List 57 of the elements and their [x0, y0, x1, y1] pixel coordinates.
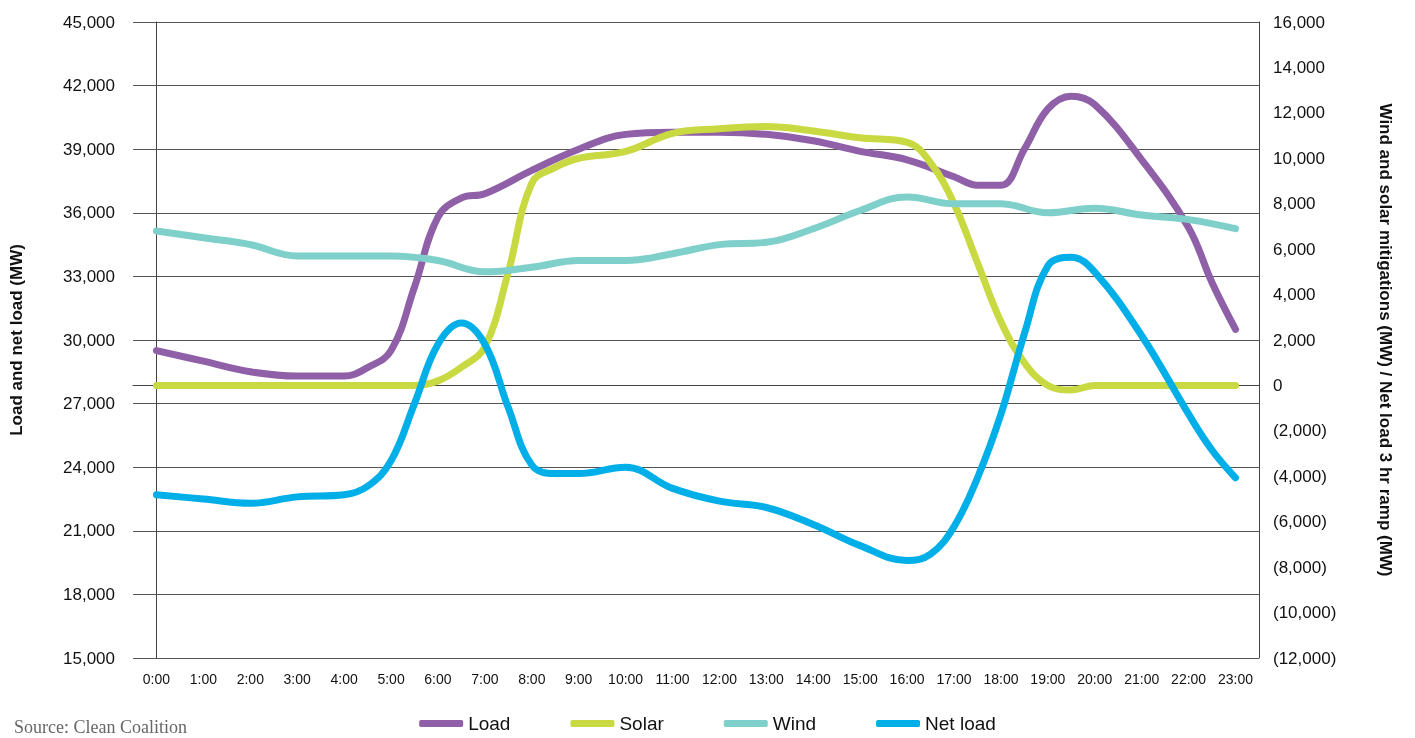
y2-tick-label: (12,000)	[1273, 648, 1337, 668]
x-tick-label: 7:00	[471, 671, 499, 687]
x-tick-label: 11:00	[655, 671, 690, 687]
y2-tick-label: (4,000)	[1273, 466, 1327, 486]
x-tick-label: 23:00	[1218, 671, 1254, 687]
y2-tick-label: 14,000	[1273, 57, 1325, 77]
x-tick-label: 8:00	[518, 671, 546, 687]
legend-label: Wind	[772, 713, 817, 734]
x-tick-label: 9:00	[565, 671, 593, 687]
x-tick-label: 12:00	[701, 671, 738, 687]
y-tick-label: 33,000	[63, 266, 115, 286]
x-tick-label: 6:00	[424, 671, 452, 687]
x-tick-label: 14:00	[795, 671, 832, 687]
legend-label: Net load	[925, 713, 996, 734]
x-tick-label: 20:00	[1077, 671, 1113, 687]
x-tick-label: 0:00	[142, 671, 171, 687]
legend-label: Load	[468, 713, 511, 734]
y-tick-label: 36,000	[63, 203, 115, 223]
x-tick-label: 17:00	[936, 671, 972, 687]
x-tick-label: 5:00	[377, 671, 405, 687]
y-tick-label: 27,000	[63, 394, 115, 414]
y2-tick-label: 6,000	[1273, 239, 1316, 259]
x-tick-label: 15:00	[842, 671, 878, 687]
y-tick-label: 30,000	[63, 330, 115, 350]
y-tick-label: 24,000	[63, 457, 115, 477]
y2-tick-label: 2,000	[1273, 330, 1316, 350]
x-tick-label: 18:00	[983, 671, 1019, 687]
y2-tick-label: (2,000)	[1273, 421, 1327, 441]
x-tick-label: 3:00	[283, 671, 312, 687]
y-tick-label: 21,000	[63, 521, 115, 541]
x-tick-label: 10:00	[608, 671, 644, 687]
x-tick-label: 22:00	[1171, 671, 1207, 687]
x-tick-label: 4:00	[330, 671, 358, 687]
x-tick-label: 13:00	[748, 671, 785, 687]
y2-tick-label: (10,000)	[1273, 603, 1337, 623]
y2-tick-label: (6,000)	[1273, 512, 1327, 532]
y-tick-label: 45,000	[63, 12, 115, 32]
x-tick-label: 19:00	[1030, 671, 1066, 687]
legend-label: Solar	[619, 713, 665, 734]
y2-tick-label: 16,000	[1273, 12, 1325, 32]
y2-tick-label: (8,000)	[1273, 557, 1327, 577]
x-tick-label: 16:00	[889, 671, 925, 687]
x-tick-label: 21:00	[1124, 671, 1160, 687]
y-tick-label: 15,000	[63, 648, 115, 668]
y-tick-label: 42,000	[63, 76, 115, 96]
source-note: Source: Clean Coalition	[14, 717, 187, 737]
y2-tick-label: 8,000	[1273, 194, 1316, 214]
y2-tick-label: 4,000	[1273, 285, 1316, 305]
x-tick-label: 2:00	[236, 671, 265, 687]
y-tick-label: 39,000	[63, 139, 115, 159]
y2-tick-label: 10,000	[1273, 148, 1325, 168]
y-tick-label: 18,000	[63, 584, 115, 604]
y2-axis-title: Wind and solar mitigations (MW) / Net load 3 hr ramp (MW)	[1376, 103, 1395, 577]
y2-tick-label: 0	[1273, 375, 1283, 395]
y2-tick-label: 12,000	[1273, 103, 1325, 123]
y-axis-title: Load and net load (MW)	[7, 244, 26, 436]
x-tick-label: 1:00	[189, 671, 218, 687]
